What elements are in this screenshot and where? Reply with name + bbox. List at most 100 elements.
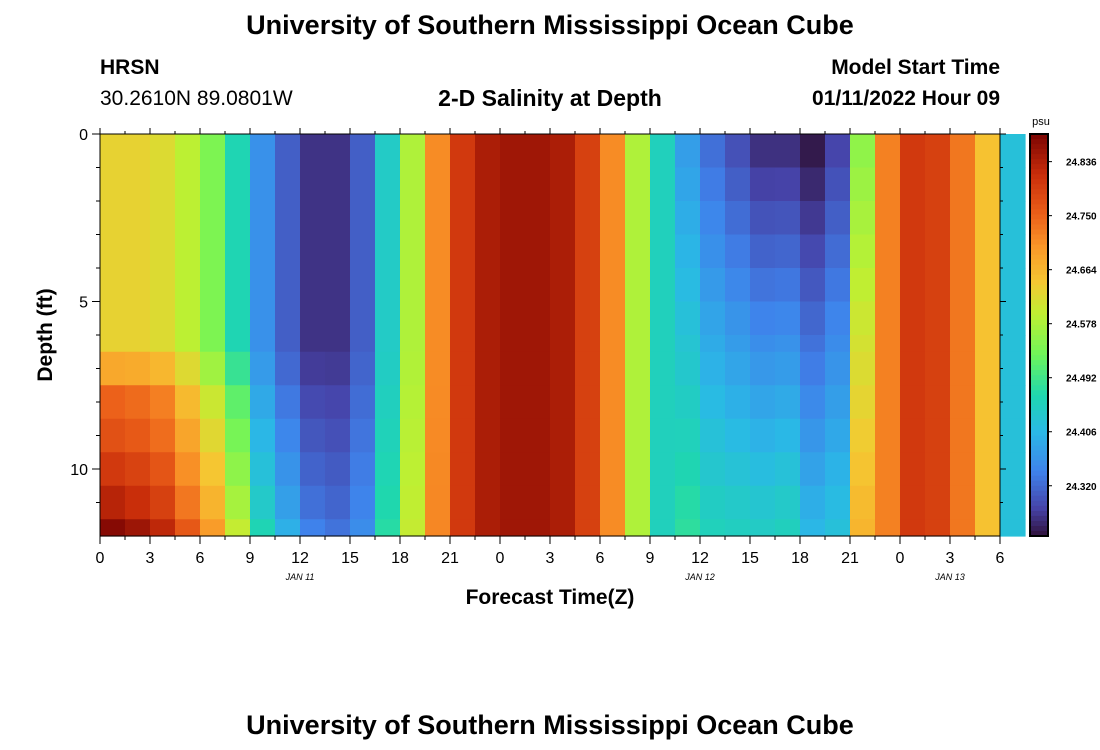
heatmap-cell — [300, 485, 326, 520]
heatmap-cell — [125, 485, 151, 520]
heatmap-cell — [375, 452, 401, 487]
x-tick-label: 18 — [791, 550, 809, 567]
station-coordinates: 30.2610N 89.0801W — [100, 87, 293, 110]
heatmap-cell — [550, 385, 576, 420]
heatmap-cell — [175, 234, 201, 269]
heatmap-cell — [475, 519, 501, 537]
heatmap-cell — [325, 234, 351, 269]
heatmap-cell — [900, 519, 926, 537]
colorbar-segment — [1030, 505, 1048, 512]
heatmap-cell — [725, 519, 751, 537]
heatmap-cell — [950, 519, 976, 537]
heatmap-cell — [925, 201, 951, 236]
colorbar-segment — [1030, 450, 1048, 457]
heatmap-cell — [500, 167, 526, 202]
heatmap-cell — [175, 134, 201, 169]
x-tick-label: 18 — [391, 550, 409, 567]
heatmap-cell — [550, 268, 576, 303]
heatmap-cell — [550, 418, 576, 453]
heatmap-cell — [700, 234, 726, 269]
heatmap-cell — [600, 335, 626, 353]
heatmap-cell — [350, 385, 376, 420]
heatmap-cell — [325, 335, 351, 353]
heatmap-cell — [1000, 351, 1026, 386]
x-axis-label: Forecast Time(Z) — [466, 586, 635, 609]
heatmap-cell — [150, 335, 176, 353]
heatmap-cell — [675, 167, 701, 202]
colorbar-segment — [1030, 375, 1048, 381]
heatmap-cell — [200, 519, 226, 537]
heatmap-cell — [475, 335, 501, 353]
heatmap-cell — [175, 452, 201, 487]
heatmap-cell — [750, 134, 776, 169]
heatmap-cell — [225, 268, 251, 303]
colorbar-segment — [1030, 259, 1048, 266]
colorbar-segment — [1030, 244, 1048, 251]
heatmap-cell — [550, 335, 576, 353]
colorbar-segment — [1030, 520, 1048, 527]
heatmap-cell — [1000, 485, 1026, 520]
heatmap-cell — [175, 335, 201, 353]
heatmap-cell — [900, 385, 926, 420]
heatmap-cell — [400, 134, 426, 169]
heatmap-cell — [250, 134, 276, 169]
heatmap-cell — [525, 519, 551, 537]
heatmap-cell — [625, 335, 651, 353]
footer-title: University of Southern Mississippi Ocean… — [246, 710, 854, 740]
heatmap-cell — [600, 485, 626, 520]
heatmap-cell — [350, 301, 376, 336]
heatmap-cell — [175, 351, 201, 386]
heatmap-cell — [175, 385, 201, 420]
heatmap-cell — [550, 351, 576, 386]
heatmap-cell — [525, 418, 551, 453]
heatmap-cell — [425, 301, 451, 336]
colorbar-segment — [1030, 194, 1048, 200]
heatmap-cell — [350, 134, 376, 169]
colorbar-segment — [1030, 314, 1048, 321]
heatmap-cell — [900, 418, 926, 453]
station-name: HRSN — [100, 56, 160, 79]
heatmap-cell — [750, 351, 776, 386]
heatmap-cell — [575, 385, 601, 420]
heatmap-cell — [450, 301, 476, 336]
heatmap-cell — [425, 201, 451, 236]
heatmap-cell — [1000, 268, 1026, 303]
heatmap-cell — [325, 134, 351, 169]
heatmap-cell — [525, 385, 551, 420]
heatmap-cell — [900, 485, 926, 520]
heatmap-cell — [375, 418, 401, 453]
heatmap-cell — [625, 418, 651, 453]
colorbar-tick-label: 24.320 — [1066, 482, 1097, 493]
heatmap-cell — [200, 167, 226, 202]
heatmap-cell — [825, 167, 851, 202]
heatmap-cell — [375, 268, 401, 303]
heatmap-cell — [350, 418, 376, 453]
heatmap-cell — [1000, 418, 1026, 453]
heatmap-cell — [775, 268, 801, 303]
heatmap-cell — [575, 485, 601, 520]
colorbar-segment — [1030, 204, 1048, 210]
heatmap-cell — [475, 385, 501, 420]
heatmap-cell — [550, 167, 576, 202]
heatmap-cell — [475, 134, 501, 169]
heatmap-cell — [750, 201, 776, 236]
colorbar-segment — [1030, 435, 1048, 442]
heatmap-cell — [600, 519, 626, 537]
heatmap-cell — [500, 234, 526, 269]
heatmap-cell — [325, 167, 351, 202]
heatmap-cell — [275, 335, 301, 353]
heatmap-cell — [125, 351, 151, 386]
heatmap-cell — [225, 452, 251, 487]
colorbar-segment — [1030, 345, 1048, 351]
heatmap-cell — [375, 201, 401, 236]
heatmap-cell — [300, 301, 326, 336]
heatmap-cell — [300, 519, 326, 537]
heatmap-cell — [850, 167, 876, 202]
heatmap-cell — [100, 167, 126, 202]
heatmap-cell — [675, 485, 701, 520]
colorbar-segment — [1030, 164, 1048, 170]
colorbar-segment — [1030, 224, 1048, 231]
heatmap-cell — [450, 418, 476, 453]
heatmap-cell — [100, 301, 126, 336]
heatmap-cell — [675, 418, 701, 453]
